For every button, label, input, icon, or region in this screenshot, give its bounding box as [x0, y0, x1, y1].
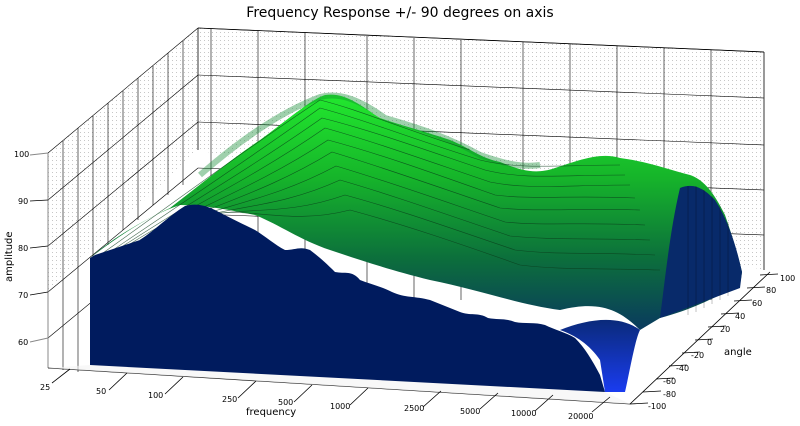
y-tick: 80 — [766, 286, 776, 295]
z-tick: 60 — [18, 338, 28, 347]
x-axis-label: frequency — [246, 407, 296, 418]
y-tick: 40 — [735, 312, 745, 321]
y-tick: 0 — [707, 338, 712, 347]
x-tick: 500 — [278, 398, 293, 407]
y-tick: -60 — [663, 377, 676, 386]
y-tick: -100 — [648, 402, 666, 411]
x-tick: 5000 — [460, 407, 480, 416]
z-tick: 90 — [18, 197, 28, 206]
front-face — [90, 204, 640, 392]
x-tick: 2500 — [404, 404, 424, 413]
x-tick: 100 — [148, 391, 163, 400]
x-tick: 25 — [40, 383, 50, 392]
x-tick: 250 — [222, 395, 237, 404]
y-tick: 60 — [752, 299, 762, 308]
z-tick: 100 — [14, 150, 29, 159]
y-axis-label: angle — [724, 347, 752, 358]
z-tick: 70 — [18, 291, 28, 300]
y-tick: -80 — [663, 390, 676, 399]
x-tick: 10000 — [511, 409, 536, 418]
surface — [90, 92, 742, 330]
x-tick: 50 — [96, 387, 106, 396]
y-tick: 20 — [720, 325, 730, 334]
y-axis — [629, 273, 779, 405]
z-tick: 80 — [18, 244, 28, 253]
chart-title: Frequency Response +/- 90 degrees on axi… — [246, 5, 554, 21]
y-tick: -20 — [691, 351, 704, 360]
x-axis — [51, 368, 611, 413]
x-tick: 1000 — [330, 402, 350, 411]
x-tick: 20000 — [568, 412, 593, 421]
z-axis-label: amplitude — [4, 231, 15, 282]
side-wall — [47, 27, 199, 372]
y-tick: 100 — [780, 274, 795, 283]
z-axis: 100 90 80 70 60 amplitude — [4, 150, 49, 347]
y-tick: -40 — [676, 364, 689, 373]
